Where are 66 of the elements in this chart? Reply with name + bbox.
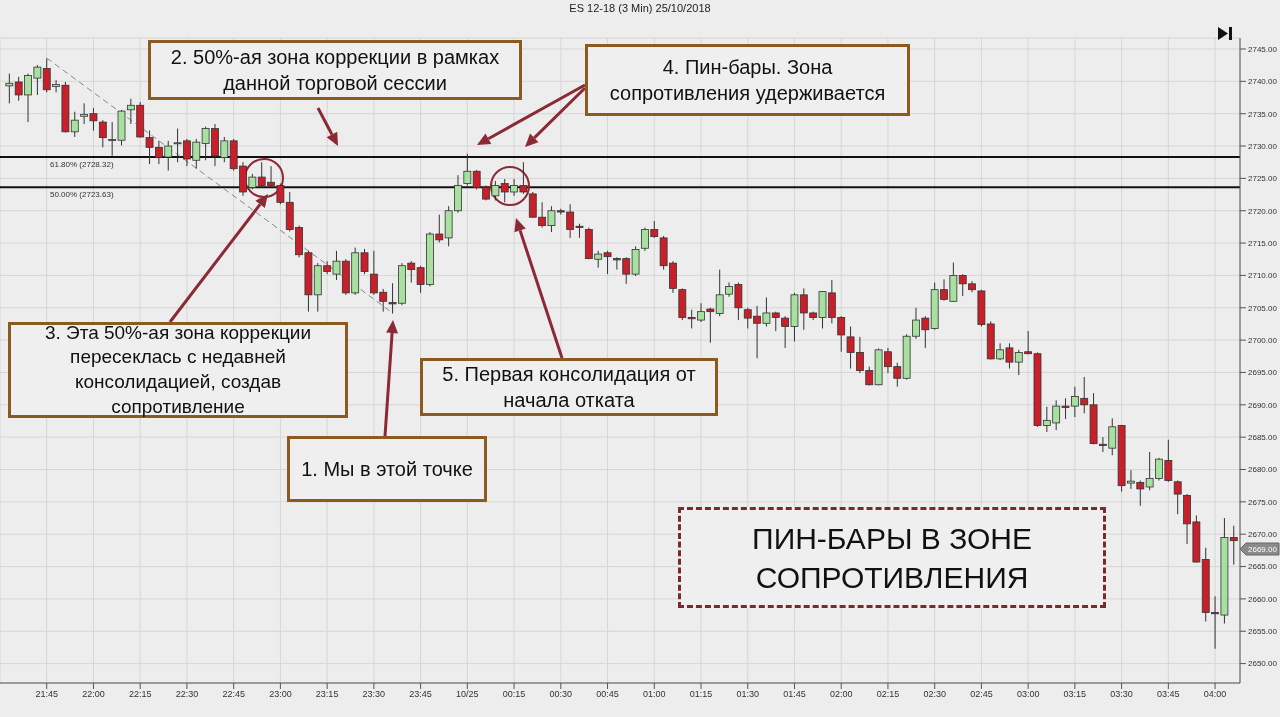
x-tick-label: 03:30 <box>1110 689 1133 700</box>
x-tick-label: 01:00 <box>643 689 666 700</box>
candlestick <box>1173 480 1182 515</box>
y-tick-label: 2675.00 <box>1248 497 1278 507</box>
callout-box: ПИН-БАРЫ В ЗОНЕ СОПРОТИВЛЕНИЯ <box>678 507 1106 608</box>
y-tick-label: 2655.00 <box>1248 627 1278 637</box>
annotation: 5. Первая консолидация от начала отката <box>441 362 697 413</box>
y-tick-label: 2725.00 <box>1248 174 1278 184</box>
annotation: ПИН-БАРЫ В ЗОНЕ СОПРОТИВЛЕНИЯ <box>751 520 1033 596</box>
x-tick-label: 03:00 <box>1016 689 1040 700</box>
x-tick-label: 22:30 <box>175 689 199 700</box>
candlestick <box>5 73 14 104</box>
callout-box: 5. Первая консолидация от начала отката <box>420 358 718 416</box>
x-tick-label: 23:45 <box>409 689 432 700</box>
y-tick-label: 2745.00 <box>1248 44 1278 54</box>
y-tick-label: 2650.00 <box>1248 659 1278 669</box>
x-tick-label: 03:15 <box>1063 689 1087 700</box>
y-tick-label: 2740.00 <box>1248 77 1278 87</box>
y-tick-label: 2730.00 <box>1248 141 1278 151</box>
x-tick-label: 03:45 <box>1157 689 1180 700</box>
callout-box: 1. Мы в этой точке <box>287 436 487 502</box>
y-tick-label: 2660.00 <box>1248 594 1278 604</box>
text: 2669.00 <box>1248 545 1278 554</box>
x-tick-label: 10/25 <box>456 689 479 700</box>
x-tick-label: 02:45 <box>970 689 993 700</box>
y-tick-label: 2695.00 <box>1248 368 1278 378</box>
y-tick-label: 2690.00 <box>1248 400 1278 410</box>
y-tick-label: 2700.00 <box>1248 335 1278 345</box>
y-tick-label: 2680.00 <box>1248 465 1278 475</box>
annotation: 4. Пин-бары. Зона сопротивления удерживается <box>608 55 887 106</box>
x-tick-label: 21:45 <box>35 689 58 700</box>
callout-box: 3. Эта 50%-ая зона коррекции пересеклась с недавней консолидацией, создав сопротивление <box>8 322 348 418</box>
y-tick-label: 2705.00 <box>1248 303 1278 313</box>
x-tick-label: 23:15 <box>315 689 339 700</box>
ref-line-label: 61.80% (2728.32) <box>50 159 114 169</box>
y-tick-label: 2685.00 <box>1248 433 1278 442</box>
x-tick-label: 22:00 <box>82 689 105 700</box>
callout-box: 2. 50%-ая зона коррекции в рамках данной торговой сессии <box>148 40 522 100</box>
annotation: 1. Мы в этой точке <box>301 457 473 482</box>
x-tick-label: 02:30 <box>923 689 946 700</box>
chart-title: ES 12-18 (3 Min) 25/10/2018 <box>568 2 712 14</box>
x-tick-label: 02:00 <box>829 689 853 700</box>
x-tick-label: 23:00 <box>269 689 292 700</box>
candlestick <box>98 119 107 148</box>
ref-line-label: 50.00% (2723.63) <box>50 189 114 199</box>
x-tick-label: 00:45 <box>596 689 619 700</box>
y-tick-label: 2670.00 <box>1248 530 1278 540</box>
x-tick-label: 22:45 <box>222 689 245 700</box>
x-tick-label: 22:15 <box>128 689 152 700</box>
y-tick-label: 2715.00 <box>1248 238 1278 248</box>
callout-box: 4. Пин-бары. Зона сопротивления удерживается <box>585 44 910 116</box>
x-tick-label: 00:15 <box>502 689 526 700</box>
x-tick-label: 01:30 <box>736 689 759 700</box>
y-tick-label: 2665.00 <box>1248 562 1278 572</box>
y-tick-label: 2735.00 <box>1248 109 1278 119</box>
x-tick-label: 04:00 <box>1203 689 1227 700</box>
annotation: 3. Эта 50%-ая зона коррекции пересеклась с недавней консолидацией, создав сопротивление <box>43 320 313 419</box>
y-tick-label: 2720.00 <box>1248 206 1278 216</box>
x-tick-label: 01:15 <box>689 689 713 700</box>
x-tick-label: 01:45 <box>783 689 806 700</box>
candlestick <box>463 153 472 186</box>
annotation: 2. 50%-ая зона коррекции в рамках данной торговой сессии <box>169 45 501 96</box>
x-tick-label: 23:30 <box>362 689 386 700</box>
x-tick-label: 02:15 <box>876 689 900 700</box>
x-tick-label: 00:30 <box>549 689 573 700</box>
y-tick-label: 2710.00 <box>1248 271 1278 281</box>
